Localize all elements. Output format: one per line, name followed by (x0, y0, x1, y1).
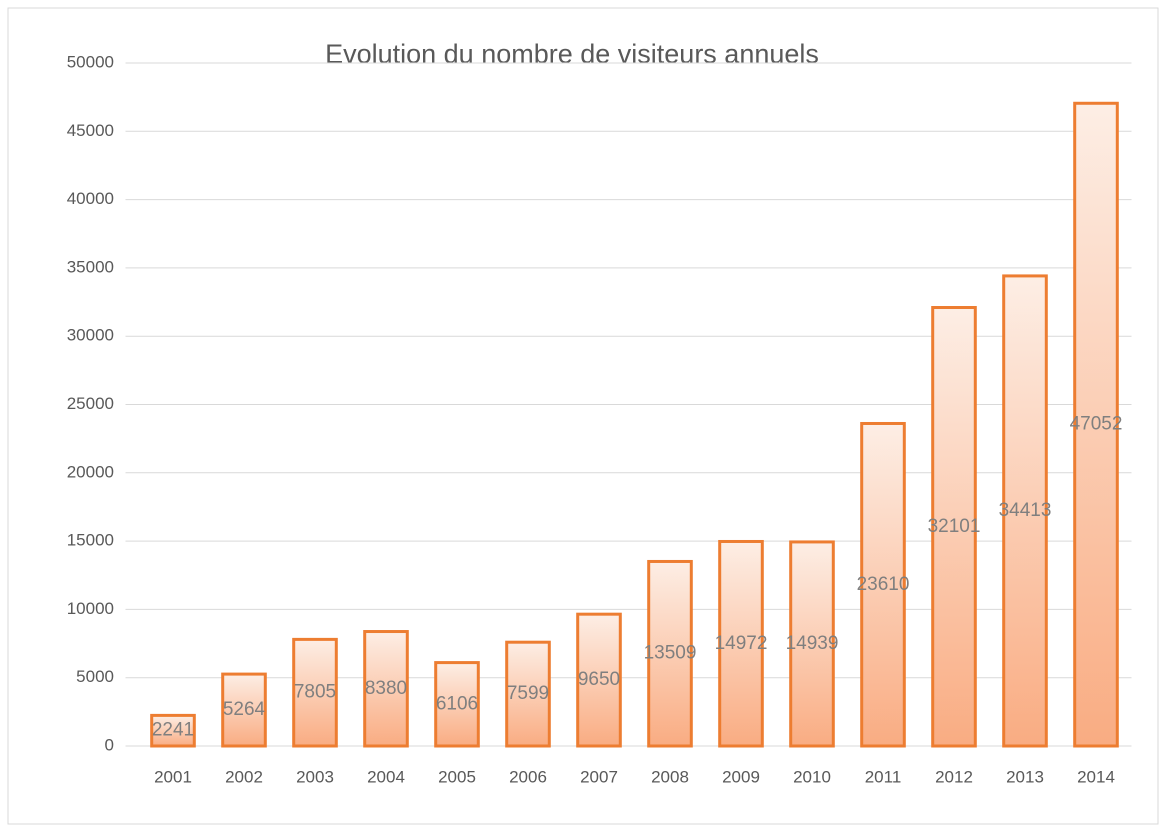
x-tick-label: 2007 (580, 767, 618, 786)
data-label: 14972 (715, 633, 768, 654)
x-tick-label: 2010 (793, 767, 831, 786)
bar (718, 539, 764, 748)
data-label: 6106 (436, 693, 478, 714)
y-tick-label: 0 (105, 735, 114, 754)
data-label: 2241 (152, 720, 194, 741)
x-tick-label: 2011 (865, 767, 902, 786)
y-tick-label: 40000 (67, 189, 114, 208)
bar (505, 640, 551, 748)
y-tick-label: 30000 (67, 326, 114, 345)
chart-title: Evolution du nombre de visiteurs annuels (325, 39, 819, 69)
x-tick-label: 2009 (722, 767, 760, 786)
x-tick-label: 2003 (296, 767, 334, 786)
data-label: 9650 (578, 669, 620, 690)
data-label: 14939 (786, 633, 839, 654)
y-tick-label: 45000 (67, 121, 114, 140)
bar (931, 306, 977, 748)
bar (647, 559, 693, 748)
x-tick-label: 2006 (509, 767, 547, 786)
data-label: 23610 (857, 574, 910, 595)
bar (860, 421, 906, 748)
y-tick-label: 35000 (67, 257, 114, 276)
y-tick-label: 50000 (67, 52, 114, 71)
x-tick-label: 2014 (1077, 767, 1115, 786)
data-label: 32101 (928, 516, 981, 537)
data-label: 47052 (1070, 414, 1123, 435)
x-tick-label: 2002 (225, 767, 263, 786)
bar (363, 630, 409, 748)
y-tick-label: 15000 (67, 531, 114, 550)
data-label: 8380 (365, 678, 407, 699)
y-tick-label: 10000 (67, 599, 114, 618)
bar (292, 637, 338, 748)
data-label: 34413 (999, 500, 1052, 521)
bar (434, 661, 480, 748)
x-tick-label: 2005 (438, 767, 476, 786)
x-tick-label: 2012 (935, 767, 973, 786)
data-label: 5264 (223, 699, 266, 720)
x-tick-label: 2004 (367, 767, 405, 786)
data-label: 7599 (507, 683, 549, 704)
x-tick-label: 2013 (1006, 767, 1044, 786)
y-tick-label: 25000 (67, 394, 114, 413)
x-tick-label: 2008 (651, 767, 689, 786)
bar (150, 713, 196, 748)
bar (221, 672, 267, 748)
data-label: 7805 (294, 682, 336, 703)
x-tick-label: 2001 (154, 767, 192, 786)
data-label: 13509 (644, 643, 697, 664)
bar (1002, 274, 1048, 748)
y-tick-label: 5000 (76, 667, 114, 686)
y-tick-label: 20000 (67, 462, 114, 481)
bar (789, 540, 835, 748)
bar (576, 612, 622, 748)
bar (1073, 101, 1119, 748)
